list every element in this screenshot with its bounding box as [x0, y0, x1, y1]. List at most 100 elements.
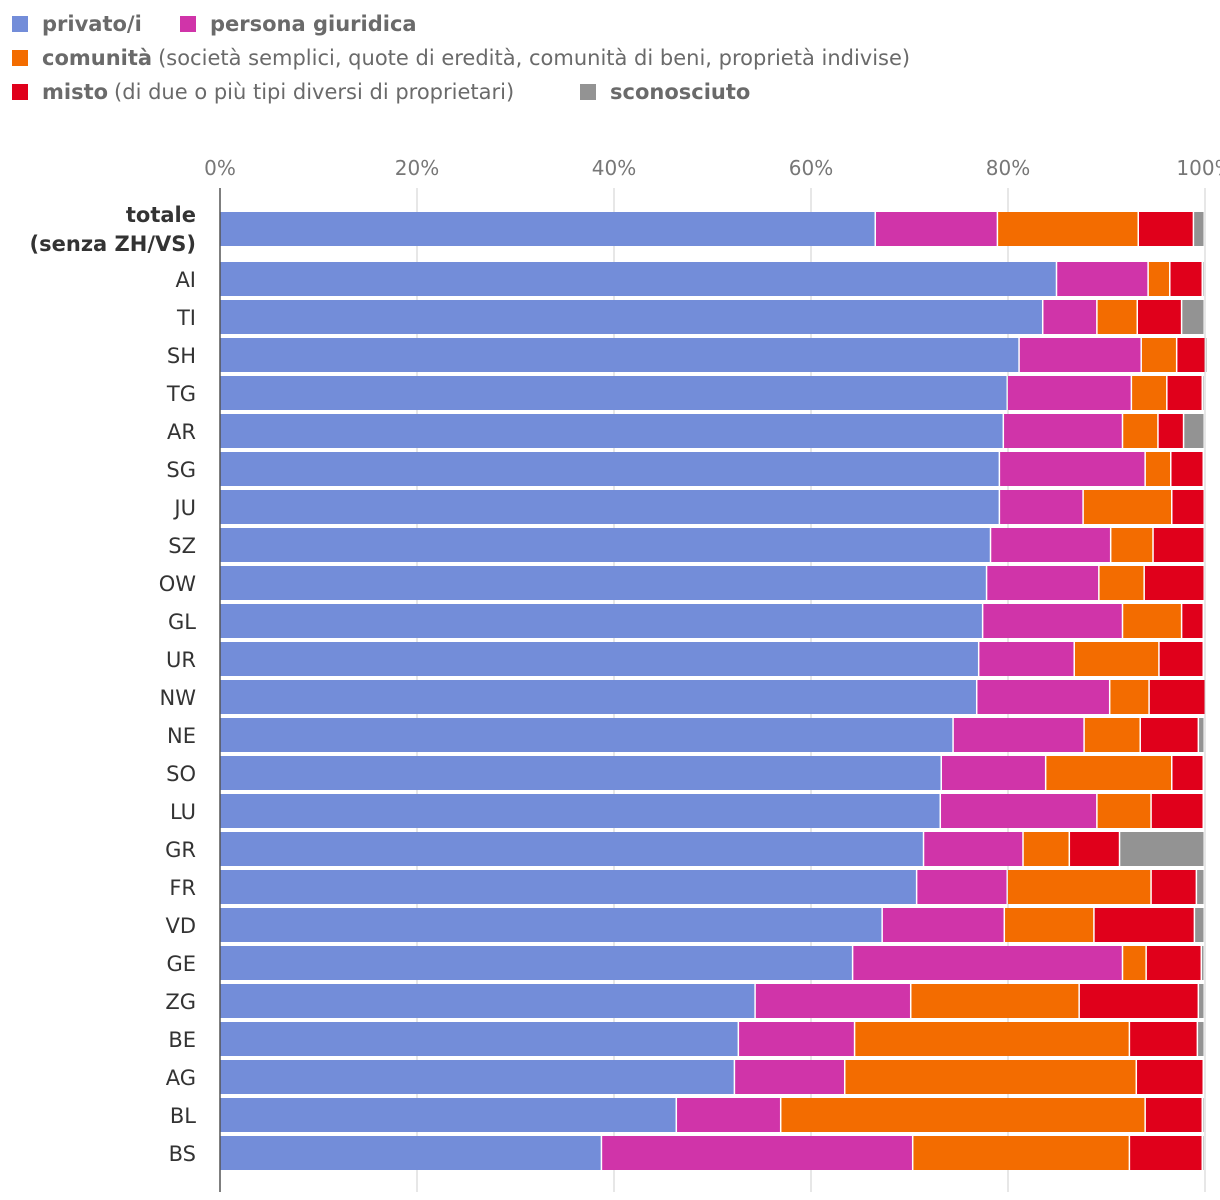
category-label: (senza ZH/VS) [30, 232, 196, 256]
bar-segment [1182, 604, 1203, 638]
bar-segment [998, 212, 1138, 246]
bar-segment [1151, 794, 1203, 828]
bar-segment [1130, 1022, 1197, 1056]
bar-segment [941, 794, 1097, 828]
bar-segment [1074, 642, 1159, 676]
bar-segment [1177, 338, 1205, 372]
category-label: GR [165, 838, 196, 862]
bar-segment [1195, 908, 1204, 942]
bar-segment [1141, 338, 1176, 372]
bar-segment [1158, 414, 1183, 448]
bar-segment [942, 756, 1045, 790]
bar-segment [1019, 338, 1141, 372]
bar-segment [220, 376, 1007, 410]
bar-segment [220, 832, 923, 866]
bar-segment [220, 604, 982, 638]
legend-item: misto (di due o più tipi diversi di propr… [12, 80, 514, 104]
bar-segment [220, 984, 755, 1018]
bar-segment [1138, 300, 1181, 334]
legend-item: persona giuridica [180, 12, 417, 36]
bar-segment [1184, 414, 1204, 448]
category-label: totale [126, 203, 196, 227]
bar-segment [1097, 794, 1151, 828]
bar-segment [1198, 1022, 1204, 1056]
bar-segment [755, 984, 910, 1018]
bar-segment [1023, 832, 1069, 866]
bar-segment [1008, 870, 1151, 904]
category-label: JU [172, 496, 196, 520]
bar-segment [1110, 680, 1149, 714]
category-label: SO [166, 762, 196, 786]
category-label: BL [170, 1104, 196, 1128]
bar-segment [1046, 756, 1171, 790]
bar-segment [220, 528, 990, 562]
bar-segment [220, 1060, 734, 1094]
category-label: SH [167, 344, 196, 368]
bar-segment [1008, 376, 1131, 410]
bar-segment [1144, 566, 1204, 600]
x-tick-label: 40% [592, 156, 636, 180]
legend-swatch [12, 50, 28, 66]
legend-label: comunità [42, 46, 153, 70]
bar-segment [1132, 376, 1167, 410]
bar-segment [220, 946, 852, 980]
bar-segment [1199, 984, 1204, 1018]
bar-segment [220, 1136, 601, 1170]
bar-segment [220, 212, 875, 246]
bar-segment [1145, 1098, 1202, 1132]
bar-segment [1111, 528, 1153, 562]
bar-segment [876, 212, 997, 246]
bar-segment [983, 604, 1122, 638]
bar-segment [1197, 870, 1204, 904]
x-tick-label: 0% [204, 156, 236, 180]
bar-segment [1153, 528, 1204, 562]
bar-segment [1123, 604, 1181, 638]
bar-segment [1172, 756, 1203, 790]
bar-segment [1083, 490, 1171, 524]
bar-segment [1199, 718, 1204, 752]
bar-segment [220, 718, 953, 752]
category-label: AR [167, 420, 196, 444]
bar-segment [1120, 832, 1204, 866]
bar-segment [1070, 832, 1119, 866]
category-label: BS [169, 1142, 196, 1166]
category-label: GL [168, 610, 196, 634]
bar-segment [220, 338, 1019, 372]
bar-segment [1004, 414, 1122, 448]
category-label: NE [167, 724, 196, 748]
bar-segment [1159, 642, 1203, 676]
bar-segment [677, 1098, 780, 1132]
legend-label: sconosciuto [610, 80, 751, 104]
category-label: AI [175, 268, 196, 292]
bar-segment [220, 870, 916, 904]
bar-segment [1167, 376, 1202, 410]
bar-segment [1140, 718, 1198, 752]
bar-segment [1182, 300, 1204, 334]
bar-segment [991, 528, 1110, 562]
legend-swatch [180, 16, 196, 32]
category-label: NW [160, 686, 197, 710]
bar-segment [220, 908, 882, 942]
bar-segment [220, 680, 976, 714]
bar-segment [739, 1022, 854, 1056]
x-tick-label: 100% [1176, 156, 1220, 180]
bar-segment [1099, 566, 1144, 600]
bar-segment [735, 1060, 844, 1094]
legend-label: privato/i [42, 12, 142, 36]
bar-segment [979, 642, 1074, 676]
bar-segment [855, 1022, 1129, 1056]
bar-segment [845, 1060, 1136, 1094]
x-tick-label: 20% [395, 156, 439, 180]
bar-segment [220, 756, 941, 790]
bar-segment [220, 794, 940, 828]
legend-swatch [12, 84, 28, 100]
bar-segment [917, 870, 1007, 904]
category-label: VD [165, 914, 196, 938]
bar-segment [1202, 946, 1204, 980]
legend-label: misto [42, 80, 109, 104]
legend-swatch [12, 16, 28, 32]
bar-segment [220, 262, 1056, 296]
bar-segment [220, 452, 999, 486]
bar-segment [602, 1136, 912, 1170]
